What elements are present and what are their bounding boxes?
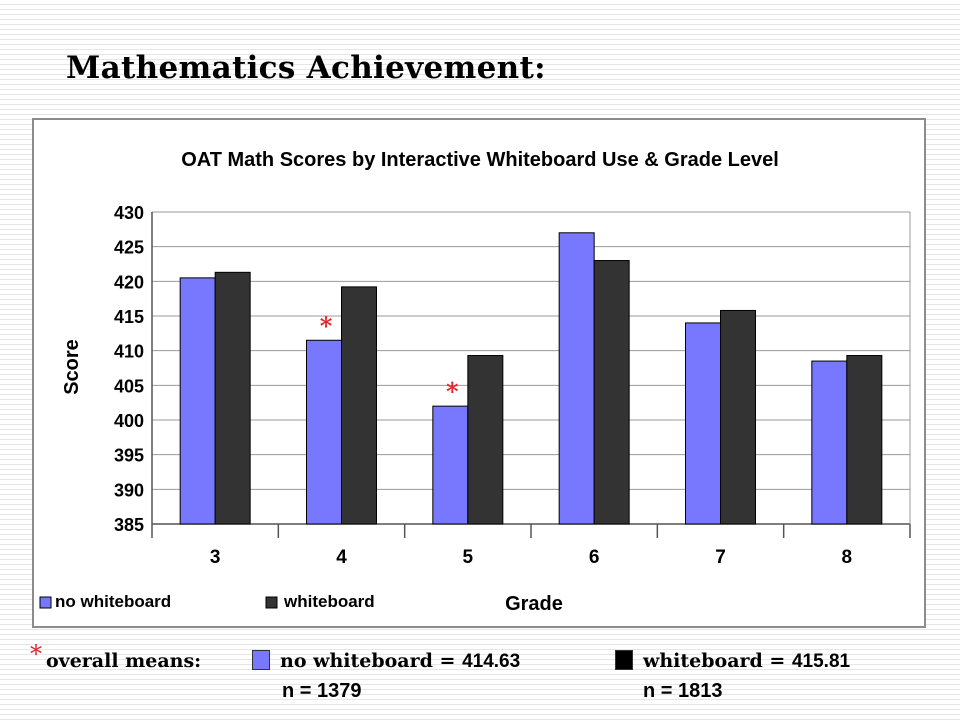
slide-title: Mathematics Achievement: [66, 50, 546, 86]
legend-label-no-whiteboard: no whiteboard [55, 592, 171, 611]
footnote-lead: overall means: [46, 650, 202, 672]
y-tick-label: 425 [114, 238, 144, 258]
chart-frame: OAT Math Scores by Interactive Whiteboar… [32, 118, 926, 628]
y-axis-label: Score [61, 339, 83, 395]
footnote-no-whiteboard-label: no whiteboard = [280, 650, 463, 672]
y-tick-label: 390 [114, 480, 144, 500]
bar-whiteboard-grade-6 [593, 260, 630, 525]
y-tick-label: 400 [114, 411, 144, 431]
bar-no-whiteboard-grade-5 [432, 405, 469, 525]
footnote-swatch-whiteboard [615, 650, 633, 670]
y-tick-label: 395 [114, 446, 144, 466]
x-tick-label: 4 [336, 547, 347, 568]
footnote-whiteboard-value: 415.81 [791, 651, 851, 672]
chart-svg: OAT Math Scores by Interactive Whiteboar… [39, 149, 911, 615]
x-tick-label: 3 [210, 547, 221, 568]
bar-whiteboard-grade-5 [467, 355, 504, 525]
y-tick-label: 385 [114, 515, 144, 535]
footnote-no-whiteboard-value: 414.63 [462, 651, 521, 672]
legend-label-whiteboard: whiteboard [283, 592, 375, 611]
significance-asterisk: * [320, 311, 333, 340]
plot-layer: 385 390 395 400 405 410 415 420 425 430 3 4 5 6 7 8 * * [114, 203, 911, 568]
y-tick-label: 430 [114, 203, 144, 223]
bar-no-whiteboard-grade-3 [179, 277, 216, 525]
x-tick-label: 6 [589, 547, 600, 568]
footnote-whiteboard-n: n = 1813 [643, 680, 723, 702]
x-tick-label: 8 [842, 547, 853, 568]
x-tick-label: 5 [463, 547, 474, 568]
legend: no whiteboard whiteboard [39, 592, 375, 611]
y-tick-label: 420 [114, 272, 144, 292]
bar-no-whiteboard-grade-7 [685, 322, 721, 525]
x-axis-label: Grade [505, 593, 563, 615]
bar-whiteboard-grade-7 [720, 309, 756, 525]
significance-asterisk: * [446, 377, 459, 406]
footnote-swatch-no-whiteboard [252, 650, 270, 670]
y-tick-label: 410 [114, 342, 144, 362]
bar-whiteboard-grade-4 [341, 286, 377, 525]
bar-whiteboard-grade-3 [214, 271, 251, 525]
y-tick-label: 405 [114, 376, 144, 396]
footnote-no-whiteboard: no whiteboard = 414.63 [280, 650, 520, 673]
x-tick-label: 7 [715, 547, 726, 568]
bar-no-whiteboard-grade-6 [558, 232, 595, 525]
footnote-no-whiteboard-n: n = 1379 [282, 680, 362, 702]
footnote-star: * [30, 640, 42, 668]
footnote-whiteboard: whiteboard = 415.81 [643, 650, 850, 673]
legend-swatch-no-whiteboard [39, 596, 52, 609]
footnote-whiteboard-label: whiteboard = [643, 650, 792, 672]
legend-swatch-whiteboard [265, 596, 278, 609]
bar-no-whiteboard-grade-4 [306, 339, 342, 525]
chart-title: OAT Math Scores by Interactive Whiteboar… [181, 149, 779, 171]
bar-whiteboard-grade-8 [846, 355, 883, 525]
bar-no-whiteboard-grade-8 [811, 360, 848, 525]
y-tick-label: 415 [114, 307, 144, 327]
